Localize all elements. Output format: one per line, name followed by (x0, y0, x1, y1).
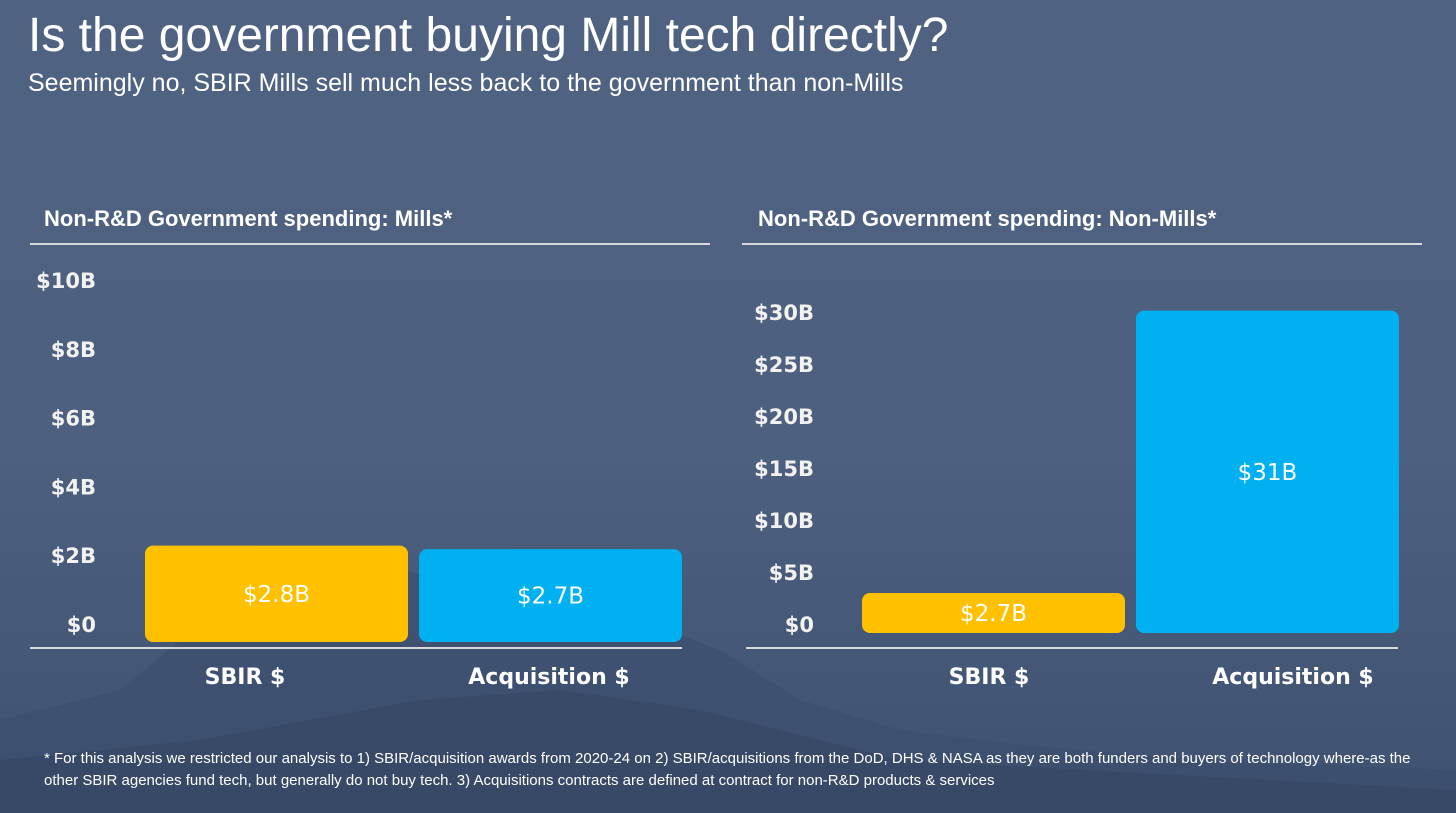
bar-non-mills-acquisition (1136, 310, 1399, 633)
data-label-non-mills-0: $2.7B (960, 601, 1027, 627)
slide-title: Is the government buying Mill tech direc… (28, 9, 949, 62)
data-label-non-mills-1: $31B (1238, 460, 1298, 486)
data-label-mills-1: $2.7B (517, 584, 584, 610)
category-label-mills-0: SBIR $ (205, 665, 286, 690)
charts-canvas: $0 $2B $4B $6B $8B $10B $2.8B $2.7B SBIR $ Acquis… (30, 243, 1422, 690)
y-tick-label-mills-2: $4B (51, 475, 96, 499)
y-tick-label-mills-4: $8B (51, 338, 96, 362)
y-tick-label-non-mills-1: $5B (769, 561, 814, 585)
y-tick-label-mills-3: $6B (51, 407, 96, 431)
bar-mills-sbir (145, 545, 408, 642)
chart-title-mills: Non-R&D Government spending: Mills* (44, 206, 453, 231)
y-tick-label-mills-1: $2B (51, 544, 96, 568)
y-tick-label-non-mills-2: $10B (754, 509, 814, 533)
y-tick-label-non-mills-6: $30B (754, 301, 814, 325)
bar-non-mills-sbir (862, 593, 1125, 633)
category-label-non-mills-1: Acquisition $ (1212, 665, 1373, 690)
slide-subtitle: Seemingly no, SBIR Mills sell much less … (28, 69, 904, 97)
y-tick-label-non-mills-5: $25B (754, 353, 814, 377)
y-tick-label-mills-0: $0 (67, 613, 96, 637)
chart-title-non-mills: Non-R&D Government spending: Non-Mills* (758, 206, 1217, 231)
y-tick-label-non-mills-3: $15B (754, 457, 814, 481)
y-tick-label-non-mills-0: $0 (785, 613, 814, 637)
category-label-mills-1: Acquisition $ (468, 665, 629, 690)
category-label-non-mills-0: SBIR $ (949, 665, 1030, 690)
footnote: * For this analysis we restricted our an… (44, 750, 1411, 789)
bar-mills-acquisition (419, 549, 682, 642)
y-tick-label-mills-5: $10B (36, 269, 96, 293)
data-label-mills-0: $2.8B (243, 582, 310, 608)
y-tick-label-non-mills-4: $20B (754, 405, 814, 429)
